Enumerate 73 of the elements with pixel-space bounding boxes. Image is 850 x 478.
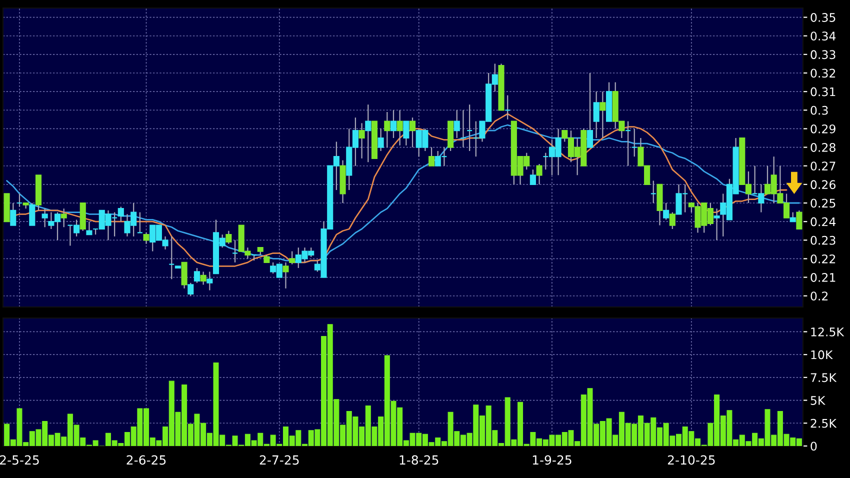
x-tick-label: 1-8-25 — [400, 455, 438, 465]
candlestick — [669, 212, 676, 230]
candlestick — [188, 282, 194, 296]
y-tick-label: 10K — [811, 350, 833, 360]
x-tick-label: 2-10-25 — [668, 455, 715, 465]
y-tick-label: 0.32 — [810, 68, 836, 78]
candlestick — [181, 262, 188, 289]
candlestick — [790, 212, 796, 222]
candlestick — [232, 240, 238, 263]
candlestick — [396, 110, 403, 146]
y-tick-label: 0.31 — [810, 87, 836, 96]
candlestick — [714, 208, 720, 241]
y-tick-label: 0.24 — [810, 217, 836, 226]
candlestick — [118, 206, 124, 222]
y-tick-label: 2.5K — [810, 418, 837, 428]
candlestick — [206, 271, 213, 291]
candlestick — [282, 262, 289, 289]
candlestick — [650, 180, 656, 204]
y-tick-label: 5K — [810, 396, 826, 405]
candlestick — [631, 128, 638, 158]
candlestick — [42, 208, 48, 228]
x-tick-label: 2-6-25 — [126, 455, 166, 465]
candlestick — [365, 104, 372, 163]
candlestick — [226, 230, 232, 244]
candlestick — [530, 169, 536, 185]
x-tick-label: 2-5-25 — [0, 455, 39, 465]
y-tick-label: 0.22 — [810, 254, 836, 264]
candlestick — [663, 202, 670, 220]
candlestick — [60, 208, 67, 228]
candlestick — [10, 202, 16, 226]
candlestick — [504, 94, 511, 120]
candlestick — [143, 232, 150, 244]
candlestick — [428, 146, 435, 166]
y-tick-label: 0.21 — [810, 273, 836, 282]
y-tick-label: 0.25 — [810, 198, 836, 208]
y-tick-label: 0.3 — [810, 106, 828, 115]
candlestick — [586, 72, 594, 148]
candlestick — [384, 111, 390, 148]
candlestick — [378, 128, 384, 152]
candlestick — [460, 110, 466, 148]
y-tick-label: 0 — [810, 442, 817, 451]
y-tick-label: 0.26 — [810, 180, 836, 190]
y-tick-label: 12.5K — [811, 327, 844, 336]
candlestick — [466, 104, 473, 152]
candlestick — [200, 271, 206, 286]
candlestick — [796, 210, 802, 230]
y-tick-label: 0.33 — [810, 50, 836, 60]
candlestick — [16, 193, 23, 208]
candlestick — [593, 91, 600, 139]
candlestick — [86, 221, 92, 236]
y-tick-label: 0.29 — [810, 124, 836, 134]
candlestick — [600, 91, 606, 139]
candlestick — [289, 250, 296, 265]
y-tick-label: 7.5K — [810, 373, 837, 382]
y-tick-label: 0.28 — [810, 143, 836, 152]
candlestick — [390, 110, 397, 139]
candlestick — [536, 163, 542, 185]
candlestick — [194, 267, 200, 284]
candlestick — [409, 117, 416, 148]
y-tick-label: 0.35 — [810, 13, 836, 22]
candlestick — [168, 236, 175, 280]
y-tick-label: 0.23 — [810, 236, 836, 245]
candlestick — [403, 120, 410, 146]
x-tick-label: 2-7-25 — [260, 455, 299, 465]
candlestick — [29, 202, 36, 226]
candlestick — [136, 212, 143, 234]
candlestick — [625, 120, 632, 166]
candlestick — [454, 110, 460, 139]
y-tick-label: 0.27 — [810, 162, 836, 171]
x-tick-label: 1-9-25 — [532, 455, 572, 465]
y-tick-label: 0.2 — [810, 292, 828, 301]
y-tick-label: 0.34 — [810, 32, 836, 41]
candlestick — [358, 122, 365, 159]
